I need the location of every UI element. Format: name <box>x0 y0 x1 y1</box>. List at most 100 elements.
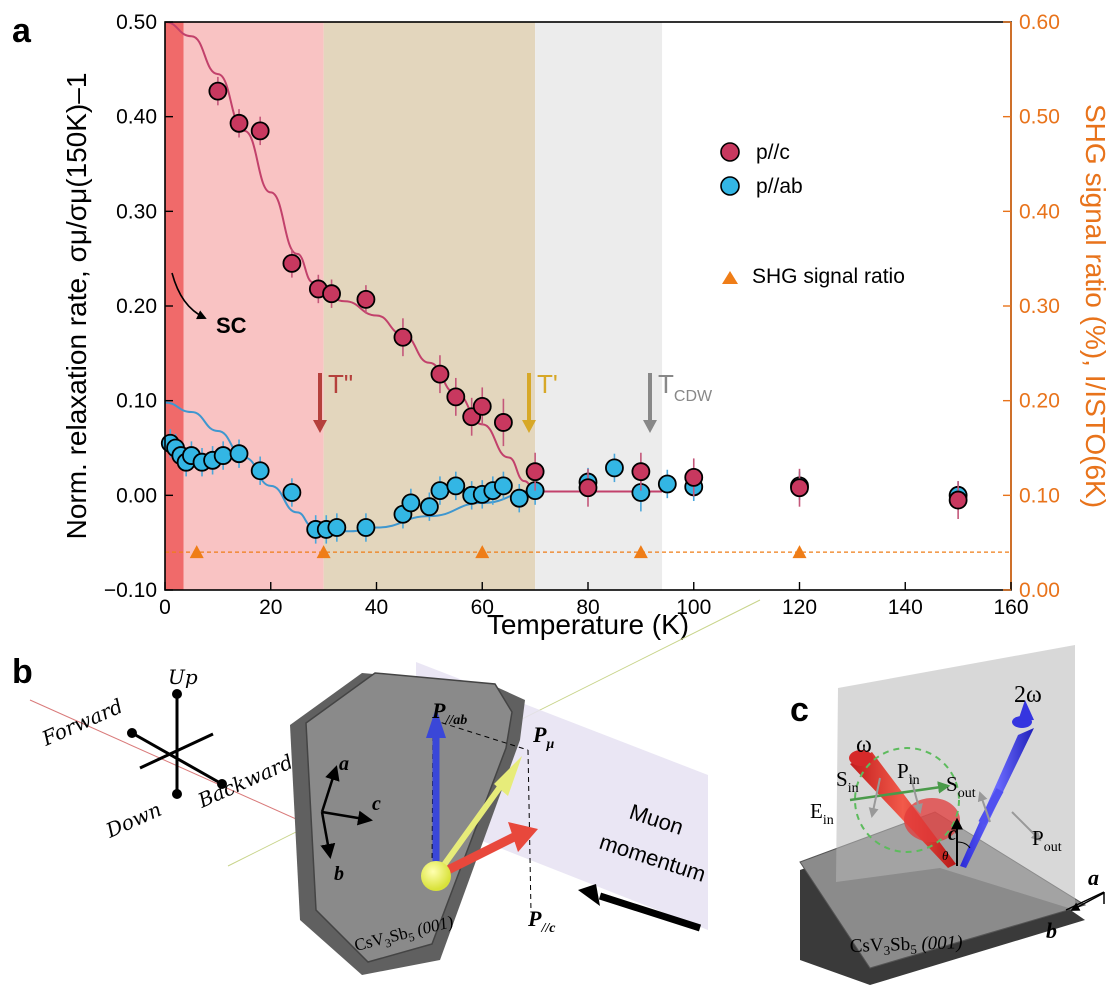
p-mu-head <box>494 756 522 796</box>
annotations: SC T" T' TCDW <box>171 272 713 433</box>
panel-letter-c: c <box>790 691 809 729</box>
axis-c-arrow <box>321 810 373 826</box>
backward-dot <box>217 779 227 789</box>
label-s-out: Sout <box>946 772 976 801</box>
point-pc <box>356 289 376 309</box>
point-pc <box>790 478 809 498</box>
y-right-axis-ticks: 0.00 0.10 0.20 0.30 0.40 0.50 0.60 <box>1003 11 1060 602</box>
label-p-out: Pout <box>1032 826 1062 855</box>
label-p-in: Pin <box>897 759 920 788</box>
s-out-arrow <box>977 791 991 823</box>
label-a-c: a <box>1088 865 1099 890</box>
point-pab <box>229 444 249 464</box>
x-tick-label: 120 <box>782 596 817 619</box>
arrow-t-cdw-head <box>643 420 657 433</box>
legend-marker-pab <box>720 176 740 196</box>
point-pab <box>430 481 450 501</box>
muon-momentum-head <box>578 884 600 906</box>
point-pc <box>631 462 651 482</box>
point-pc <box>322 284 341 304</box>
point-pab <box>213 446 233 465</box>
forward-backward-line <box>131 731 223 786</box>
x-tick-label: 60 <box>471 596 494 619</box>
annotation-sc: SC <box>216 313 247 338</box>
point-pab <box>401 493 421 513</box>
muon-ball <box>421 861 451 891</box>
point-shg <box>792 545 807 559</box>
y-tick-label: 0.00 <box>116 484 157 507</box>
point-pab <box>509 488 529 508</box>
panel-letter-a: a <box>12 12 32 50</box>
legend-label-shg: SHG signal ratio <box>752 265 905 288</box>
label-c-c: c <box>948 823 957 845</box>
point-pab <box>493 476 513 496</box>
legend-marker-shg <box>722 271 738 284</box>
sc-arrow <box>171 272 207 320</box>
panel-b: b Up Forward Backward Down CsV3Sb5 (001) <box>12 599 761 975</box>
x-tick-label: 160 <box>993 596 1028 619</box>
point-pc <box>393 327 413 347</box>
p-in-arrow <box>909 773 923 814</box>
label-down: Down <box>101 797 165 843</box>
plane-of-incidence <box>836 645 1075 910</box>
up-dot <box>172 689 182 699</box>
region-3 <box>535 22 663 590</box>
y-right-tick-label: 0.10 <box>1019 484 1060 507</box>
p-out-arrow <box>1011 811 1042 842</box>
forward-dot <box>127 728 137 738</box>
point-pab <box>605 458 624 478</box>
label-p-mu: Pμ <box>532 722 554 752</box>
down-dot <box>172 789 182 799</box>
label-forward: Forward <box>37 694 126 751</box>
y-tick-label: 0.30 <box>116 200 157 223</box>
label-up: Up <box>168 665 198 689</box>
label-b-c: b <box>1046 918 1057 943</box>
y-axis-title: Norm. relaxation rate, σμ/σμ(150K)–1 <box>61 73 92 540</box>
x-tick-label: 40 <box>365 596 388 619</box>
x-tick-label: 80 <box>576 596 599 619</box>
point-pab <box>250 461 270 481</box>
y-right-tick-label: 0.60 <box>1019 11 1060 34</box>
incident-beam-top <box>849 750 873 766</box>
point-pc <box>472 396 492 416</box>
point-pab <box>657 474 677 494</box>
legend: p//c p//ab SHG signal ratio <box>720 141 905 288</box>
point-pab <box>327 518 347 537</box>
point-shg <box>189 545 204 559</box>
point-pc <box>250 121 270 141</box>
legend-label-pab: p//ab <box>756 175 803 198</box>
x-tick-label: 0 <box>159 596 171 619</box>
y-tick-label: −0.10 <box>104 579 157 602</box>
y-axis-ticks: −0.10 0.00 0.10 0.20 0.30 0.40 0.50 <box>104 11 173 602</box>
point-pc <box>430 364 450 384</box>
label-a-b: a <box>339 753 349 775</box>
point-shg <box>633 545 648 559</box>
side-line <box>139 732 214 770</box>
x-axis-title: Temperature (K) <box>487 609 689 640</box>
s-in-arrow <box>868 777 881 818</box>
axis-b-arrow-c <box>1070 892 1105 911</box>
label-c-b: c <box>372 793 381 815</box>
point-pc <box>446 387 466 407</box>
axis-a-arrow <box>320 765 340 813</box>
x-axis-ticks: 0 20 40 60 80 100 120 140 160 <box>159 582 1029 619</box>
y-tick-label: 0.40 <box>116 106 157 129</box>
outgoing-beam-tip <box>1018 700 1034 721</box>
legend-marker-pc <box>720 142 740 162</box>
arrow-t-prime-head <box>522 420 536 433</box>
muon-momentum-arrow <box>598 892 702 932</box>
label-e-in: Ein <box>810 799 834 828</box>
legend-label-pc: p//c <box>756 141 790 164</box>
data-marks <box>160 76 968 559</box>
point-pab <box>282 483 302 502</box>
point-shg <box>316 545 331 559</box>
crystal-b: CsV3Sb5 (001) a c b P//ab Pμ P//c <box>227 599 761 975</box>
label-b-b: b <box>334 863 344 885</box>
x-tick-label: 100 <box>676 596 711 619</box>
point-pc <box>208 81 228 101</box>
x-tick-label: 140 <box>888 596 923 619</box>
crystal-face <box>305 672 513 963</box>
panel-c: c CsV3Sb5 (001) c θ a b ω 2ω Sin <box>790 645 1105 985</box>
point-pab <box>419 497 439 517</box>
